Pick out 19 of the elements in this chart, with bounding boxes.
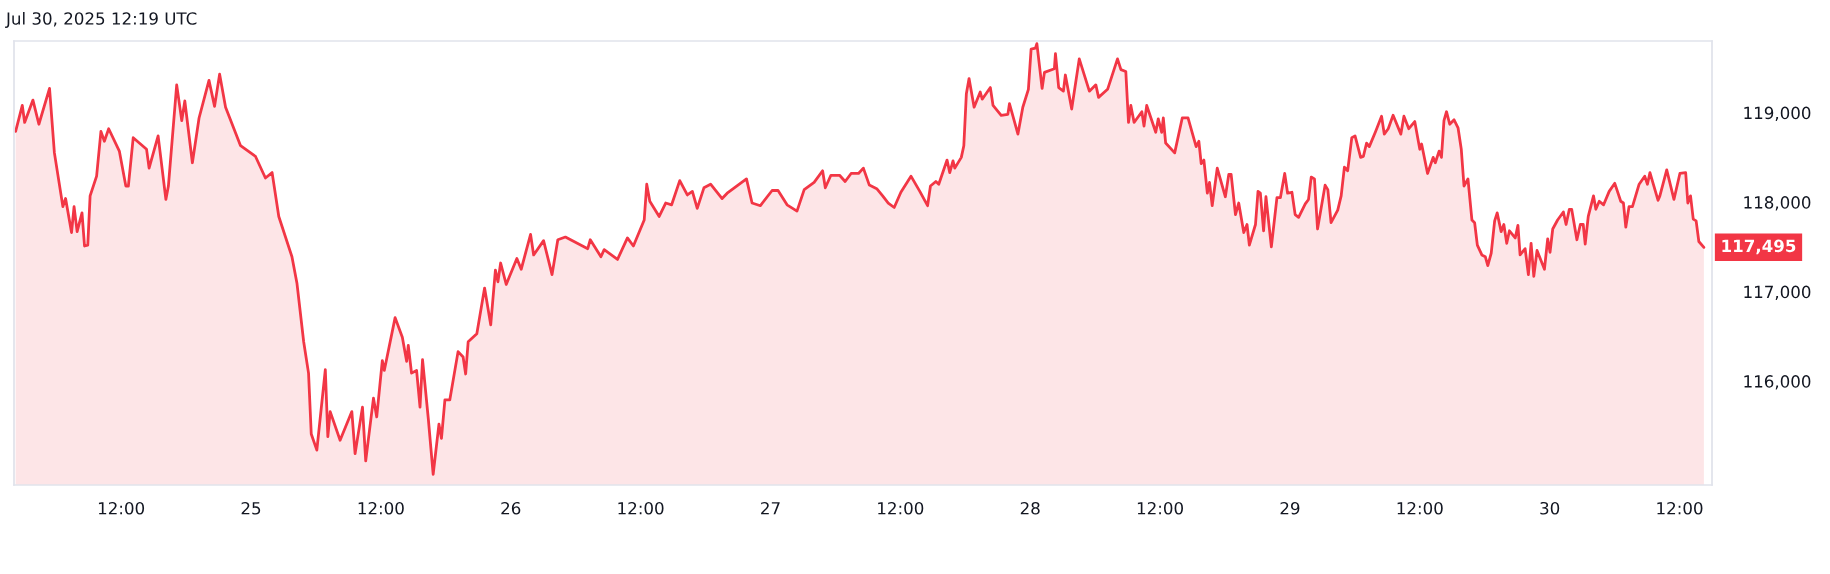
text: Jul 30, 2025 12:19 UTC [5,11,197,28]
x-tick-label: 12:00 [1657,501,1703,515]
x-tick-label: 12:00 [1137,501,1183,515]
y-tick-label: 118,000 [1744,196,1811,211]
y-tick-label: 117,000 [1744,285,1811,300]
y-tick-label: 116,000 [1744,375,1811,390]
x-tick-label: 12:00 [618,501,664,515]
x-tick-label: 12:00 [358,501,404,515]
x-tick-label: 28 [1020,501,1040,515]
x-tick-label: 29 [1280,501,1300,515]
x-tick-label: 30 [1540,501,1560,515]
y-tick-label: 119,000 [1744,106,1811,121]
x-tick-label: 12:00 [878,501,924,515]
x-tick-label: 12:00 [1397,501,1443,515]
x-tick-label: 26 [501,501,521,515]
x-tick-label: 25 [241,501,261,515]
x-tick-label: 27 [761,501,780,515]
x-tick-label: 12:00 [98,501,145,515]
annotation: 117,495 [1722,239,1796,255]
